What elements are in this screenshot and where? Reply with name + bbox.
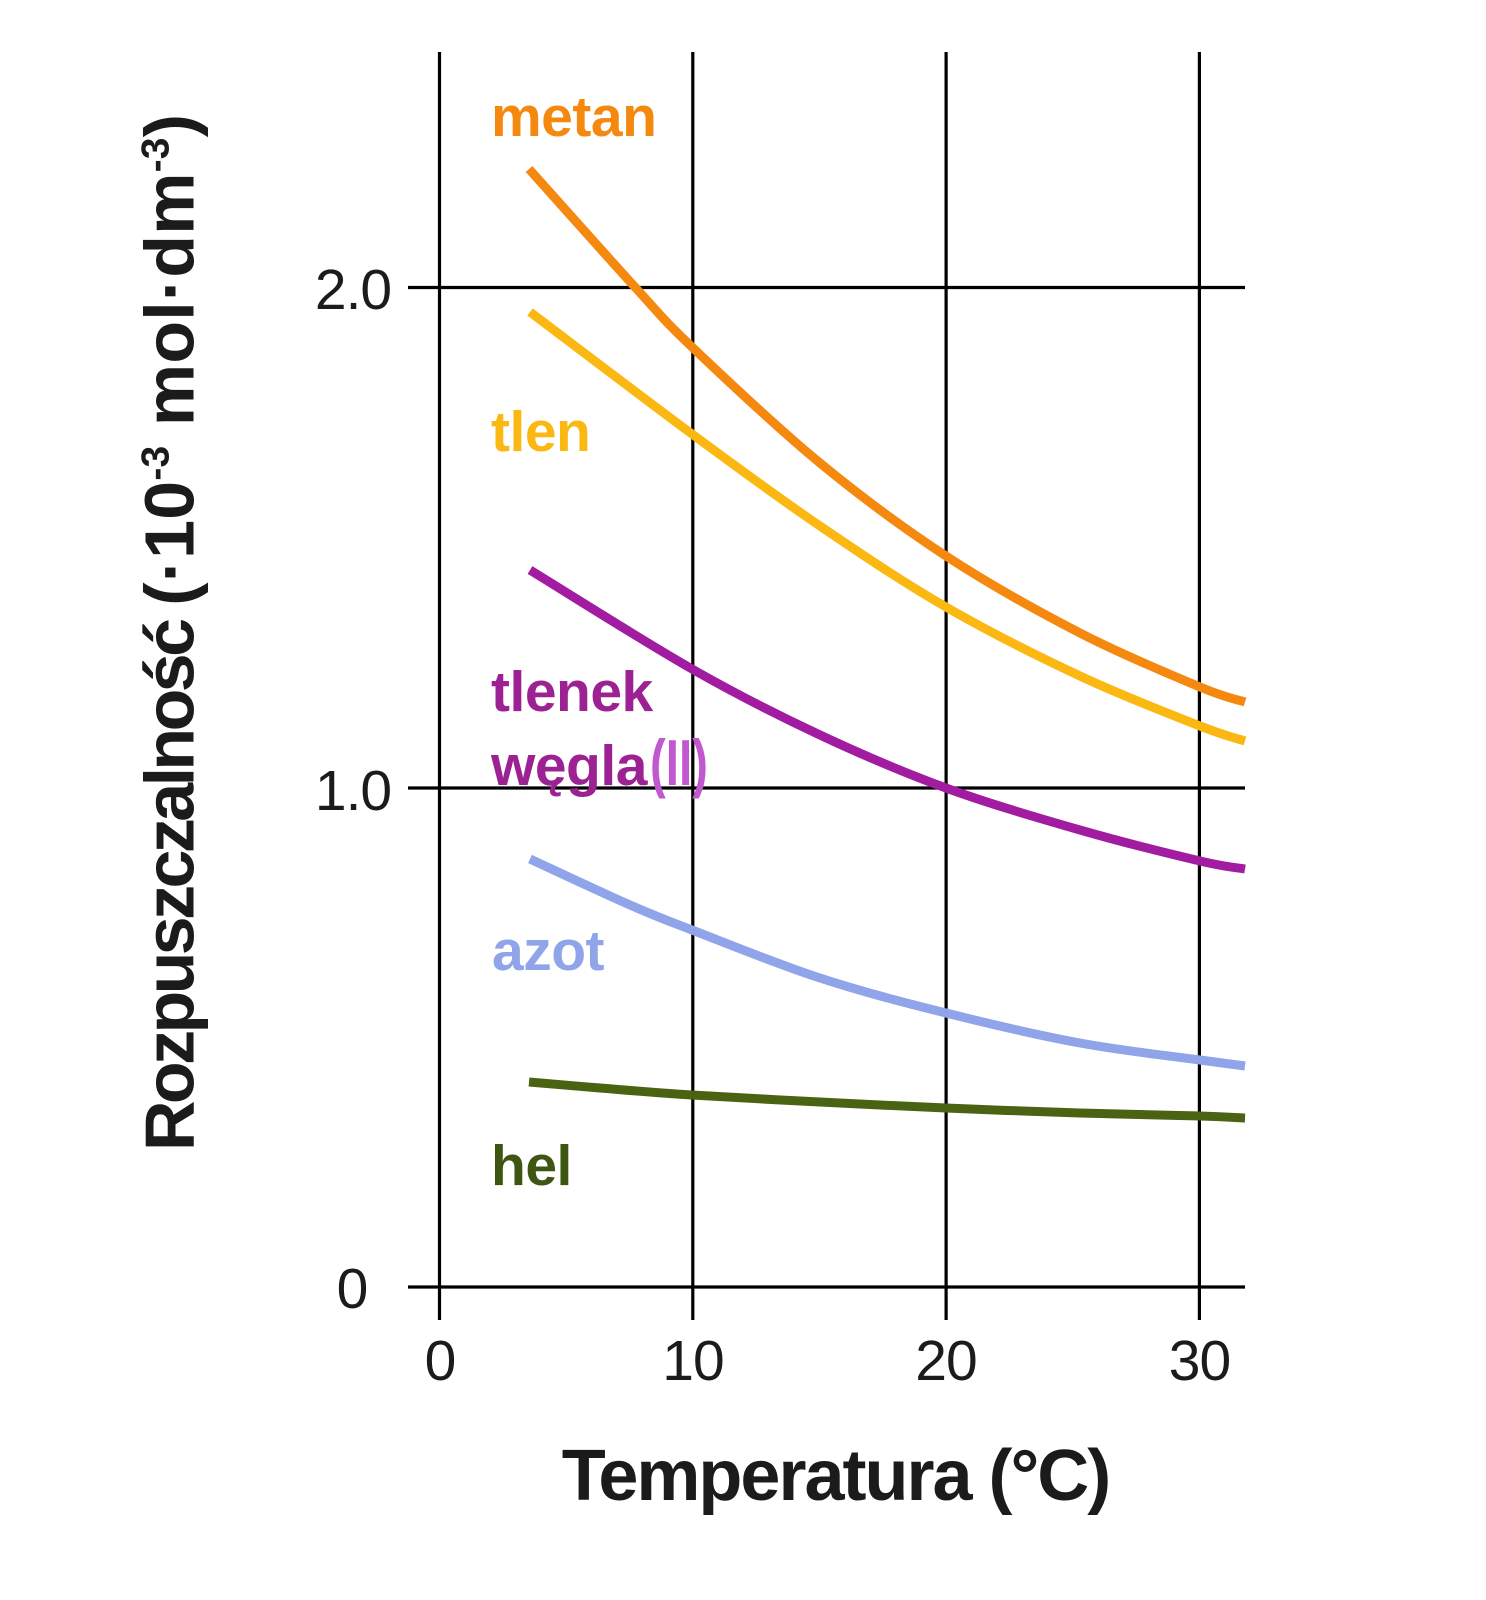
svg-text:węgla: węgla bbox=[490, 734, 649, 798]
svg-text:tlen: tlen bbox=[491, 400, 590, 464]
svg-text:30: 30 bbox=[1169, 1329, 1230, 1393]
svg-text:Temperatura (°C): Temperatura (°C) bbox=[562, 1436, 1110, 1516]
svg-text:0: 0 bbox=[337, 1257, 368, 1321]
svg-text:(II): (II) bbox=[650, 726, 708, 799]
svg-text:hel: hel bbox=[491, 1134, 572, 1198]
svg-text:tlenek: tlenek bbox=[491, 660, 654, 724]
svg-text:20: 20 bbox=[915, 1329, 976, 1393]
svg-text:1.0: 1.0 bbox=[315, 759, 391, 823]
svg-text:0: 0 bbox=[425, 1329, 456, 1393]
svg-text:Rozpuszczalność (·10-3 mol·dm-: Rozpuszczalność (·10-3 mol·dm-3) bbox=[131, 114, 209, 1151]
svg-text:10: 10 bbox=[662, 1329, 723, 1393]
svg-text:2.0: 2.0 bbox=[315, 258, 391, 322]
svg-text:azot: azot bbox=[492, 919, 605, 983]
svg-text:metan: metan bbox=[491, 85, 656, 149]
